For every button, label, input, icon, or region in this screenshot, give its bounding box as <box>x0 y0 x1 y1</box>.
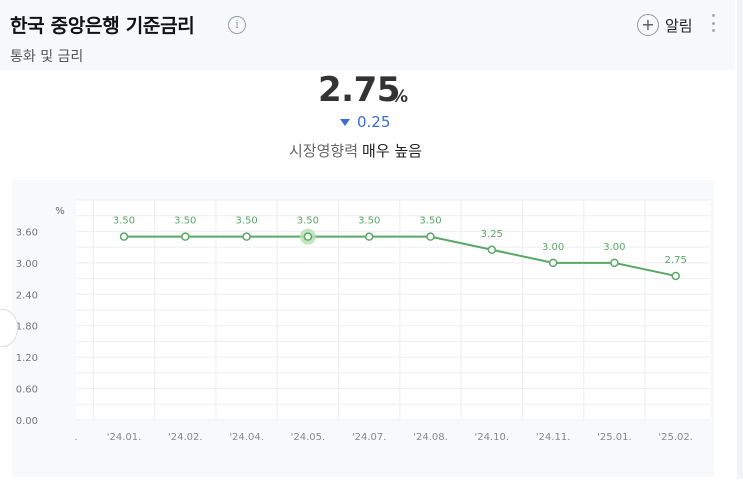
plus-circle-icon: + <box>637 14 659 36</box>
data-label: 3.50 <box>297 216 319 227</box>
chart-panel: % 0.00 0.60 1.20 1.80 2.40 3.00 3.60 '24.01. '24.… <box>12 180 714 477</box>
y-tick-label: 0.60 <box>16 385 38 396</box>
data-label: 3.50 <box>419 216 441 227</box>
data-label: 3.50 <box>113 216 135 227</box>
rate-change: 0.25 <box>340 113 390 131</box>
data-point <box>671 271 680 281</box>
data-point <box>364 232 374 241</box>
data-point <box>426 232 435 241</box>
alarm-label: 알림 <box>665 16 693 35</box>
data-label: 3.50 <box>358 216 380 227</box>
info-icon[interactable]: i <box>228 16 246 34</box>
data-label: 2.75 <box>665 255 687 266</box>
y-tick-label: 2.40 <box>16 290 38 301</box>
x-tick-label: '24.04. <box>229 432 264 443</box>
y-tick-label: 3.60 <box>16 227 38 238</box>
data-label: 3.25 <box>481 229 503 240</box>
x-tick-label: '24.07. <box>352 432 387 443</box>
y-axis-unit: % <box>55 206 65 217</box>
x-tick-label: '24.01. <box>107 432 142 443</box>
x-tick-label: '24.05. <box>291 432 326 443</box>
impact-level: 매우 높음 <box>362 142 422 160</box>
y-tick-label: 0.00 <box>16 416 38 427</box>
data-label: 3.00 <box>542 242 564 253</box>
data-label: 3.50 <box>174 216 196 227</box>
x-tick-dot: . <box>74 432 77 443</box>
x-tick-label: '24.11. <box>536 432 571 443</box>
rate-value: 2.75 <box>318 70 400 110</box>
alarm-button[interactable]: + 알림 <box>637 14 693 36</box>
data-point <box>610 258 619 268</box>
rate-line-chart: % 0.00 0.60 1.20 1.80 2.40 3.00 3.60 '24.01. '24.… <box>16 199 710 443</box>
x-tick-label: '24.08. <box>413 432 448 443</box>
data-point <box>548 258 558 268</box>
data-point <box>487 245 497 255</box>
x-tick-label: '25.02. <box>658 432 693 443</box>
series-line <box>124 235 676 277</box>
scroll-track <box>737 0 743 479</box>
data-point <box>181 232 190 241</box>
page-title: 한국 중앙은행 기준금리 <box>10 15 195 37</box>
header-background <box>0 0 735 70</box>
more-vertical-icon[interactable] <box>710 14 716 32</box>
impact-label: 시장영향력 <box>289 142 359 160</box>
rate-change-value: 0.25 <box>357 113 391 131</box>
rate-unit: % <box>391 87 409 107</box>
market-impact: 시장영향력 매우 높음 <box>289 140 422 161</box>
y-tick-label: 3.00 <box>16 259 38 270</box>
x-tick-label: '25.01. <box>597 432 632 443</box>
y-tick-label: 1.20 <box>16 353 38 364</box>
category-subtitle: 통화 및 금리 <box>10 49 84 65</box>
x-tick-label: '24.10. <box>475 432 510 443</box>
data-label: 3.00 <box>603 242 625 253</box>
data-point <box>303 232 313 241</box>
triangle-down-icon <box>340 118 350 126</box>
data-label: 3.50 <box>235 216 257 227</box>
y-tick-label: 1.80 <box>16 322 38 333</box>
x-tick-label: '24.02. <box>168 432 203 443</box>
data-point <box>242 232 251 241</box>
data-point <box>119 232 129 241</box>
